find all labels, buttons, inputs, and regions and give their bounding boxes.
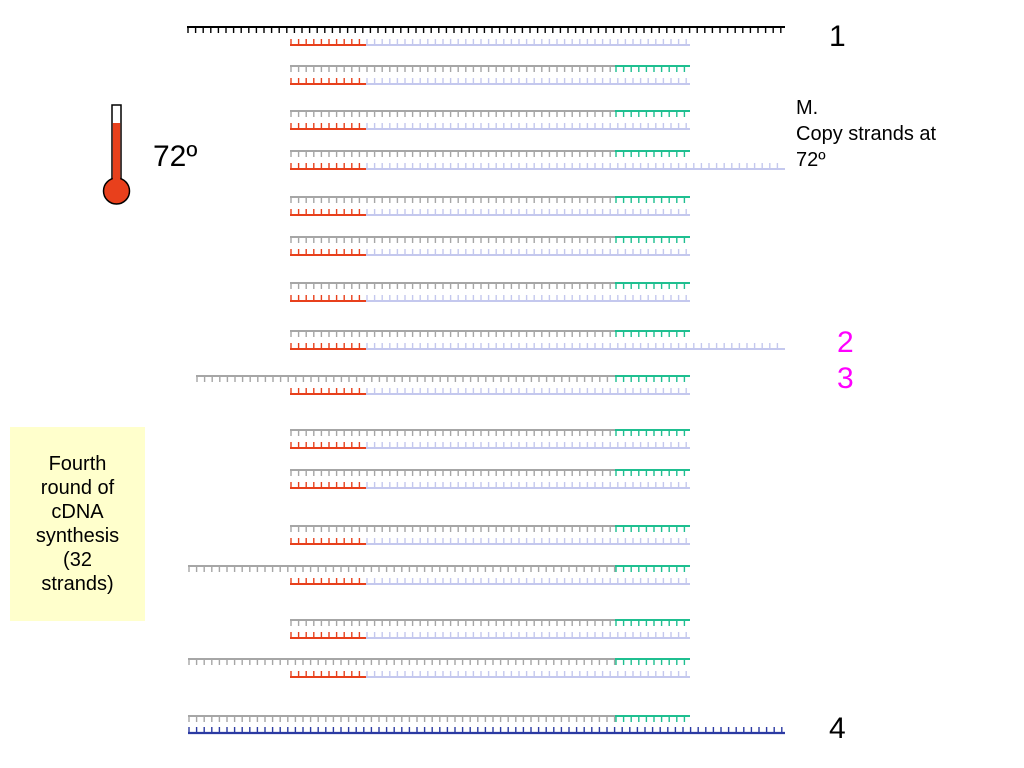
primer-red-7 bbox=[290, 388, 366, 395]
extension-lavender-9 bbox=[366, 482, 690, 489]
primer-green-3 bbox=[615, 196, 690, 203]
primer-red-3 bbox=[290, 209, 366, 216]
primer-green-5 bbox=[615, 282, 690, 289]
primer-green-1 bbox=[615, 110, 690, 117]
primer-red-9 bbox=[290, 482, 366, 489]
primer-green-0 bbox=[615, 65, 690, 72]
template-gray-12 bbox=[290, 619, 615, 626]
primer-green-11 bbox=[615, 565, 690, 572]
extension-lavender-12 bbox=[366, 632, 690, 639]
label-strand-1: 1 bbox=[829, 20, 846, 53]
template-gray-8 bbox=[290, 429, 615, 436]
extension-lavender bbox=[366, 39, 690, 46]
primer-red-8 bbox=[290, 442, 366, 449]
primer-green-10 bbox=[615, 525, 690, 532]
primer-red bbox=[290, 39, 366, 46]
primer-red-4 bbox=[290, 249, 366, 256]
info-box: Fourth round of cDNA synthesis (32 stran… bbox=[10, 427, 145, 621]
primer-green-6 bbox=[615, 330, 690, 337]
extension-lavender-4 bbox=[366, 249, 690, 256]
primer-red-0 bbox=[290, 78, 366, 85]
extension-lavender-13 bbox=[366, 671, 690, 678]
label-strand-3: 3 bbox=[837, 362, 854, 395]
template-gray-9 bbox=[290, 469, 615, 476]
primer-red-1 bbox=[290, 123, 366, 130]
primer-red-13 bbox=[290, 671, 366, 678]
primer-green-13 bbox=[615, 658, 690, 665]
primer-green-8 bbox=[615, 429, 690, 436]
primer-red-2 bbox=[290, 163, 366, 170]
thermometer-icon bbox=[102, 104, 131, 205]
template-gray-6 bbox=[290, 330, 615, 337]
extension-lavender-6 bbox=[366, 343, 785, 350]
template-gray-13 bbox=[188, 658, 616, 665]
extension-lavender-7 bbox=[366, 388, 690, 395]
template-top-black bbox=[187, 26, 785, 33]
extension-lavender-0 bbox=[366, 78, 690, 85]
label-strand-2: 2 bbox=[837, 326, 854, 359]
primer-green-final bbox=[615, 715, 690, 722]
template-gray-2 bbox=[290, 150, 615, 157]
template-gray-5 bbox=[290, 282, 615, 289]
template-gray-10 bbox=[290, 525, 615, 532]
primer-red-5 bbox=[290, 295, 366, 302]
template-gray-11 bbox=[188, 565, 616, 572]
template-gray-3 bbox=[290, 196, 615, 203]
extension-lavender-11 bbox=[366, 578, 690, 585]
primer-green-9 bbox=[615, 469, 690, 476]
info-box-text: Fourth round of cDNA synthesis (32 stran… bbox=[35, 453, 120, 595]
primer-red-11 bbox=[290, 578, 366, 585]
template-gray-0 bbox=[290, 65, 615, 72]
extension-lavender-8 bbox=[366, 442, 690, 449]
template-gray-4 bbox=[290, 236, 615, 243]
primer-green-7 bbox=[615, 375, 690, 382]
primer-green-12 bbox=[615, 619, 690, 626]
primer-green-4 bbox=[615, 236, 690, 243]
temperature-label: 72º bbox=[153, 140, 198, 173]
step-note: M. Copy strands at 72º bbox=[796, 97, 937, 171]
extension-lavender-10 bbox=[366, 538, 690, 545]
template-gray-final bbox=[188, 715, 616, 722]
template-gray-7 bbox=[196, 375, 615, 382]
extension-lavender-1 bbox=[366, 123, 690, 130]
extension-lavender-3 bbox=[366, 209, 690, 216]
template-gray-1 bbox=[290, 110, 615, 117]
primer-red-6 bbox=[290, 343, 366, 350]
extension-lavender-5 bbox=[366, 295, 690, 302]
primer-red-10 bbox=[290, 538, 366, 545]
primer-red-12 bbox=[290, 632, 366, 639]
extension-lavender-2 bbox=[366, 163, 785, 170]
primer-green-2 bbox=[615, 150, 690, 157]
strand-blue-final bbox=[188, 727, 785, 735]
label-strand-4: 4 bbox=[829, 712, 846, 745]
